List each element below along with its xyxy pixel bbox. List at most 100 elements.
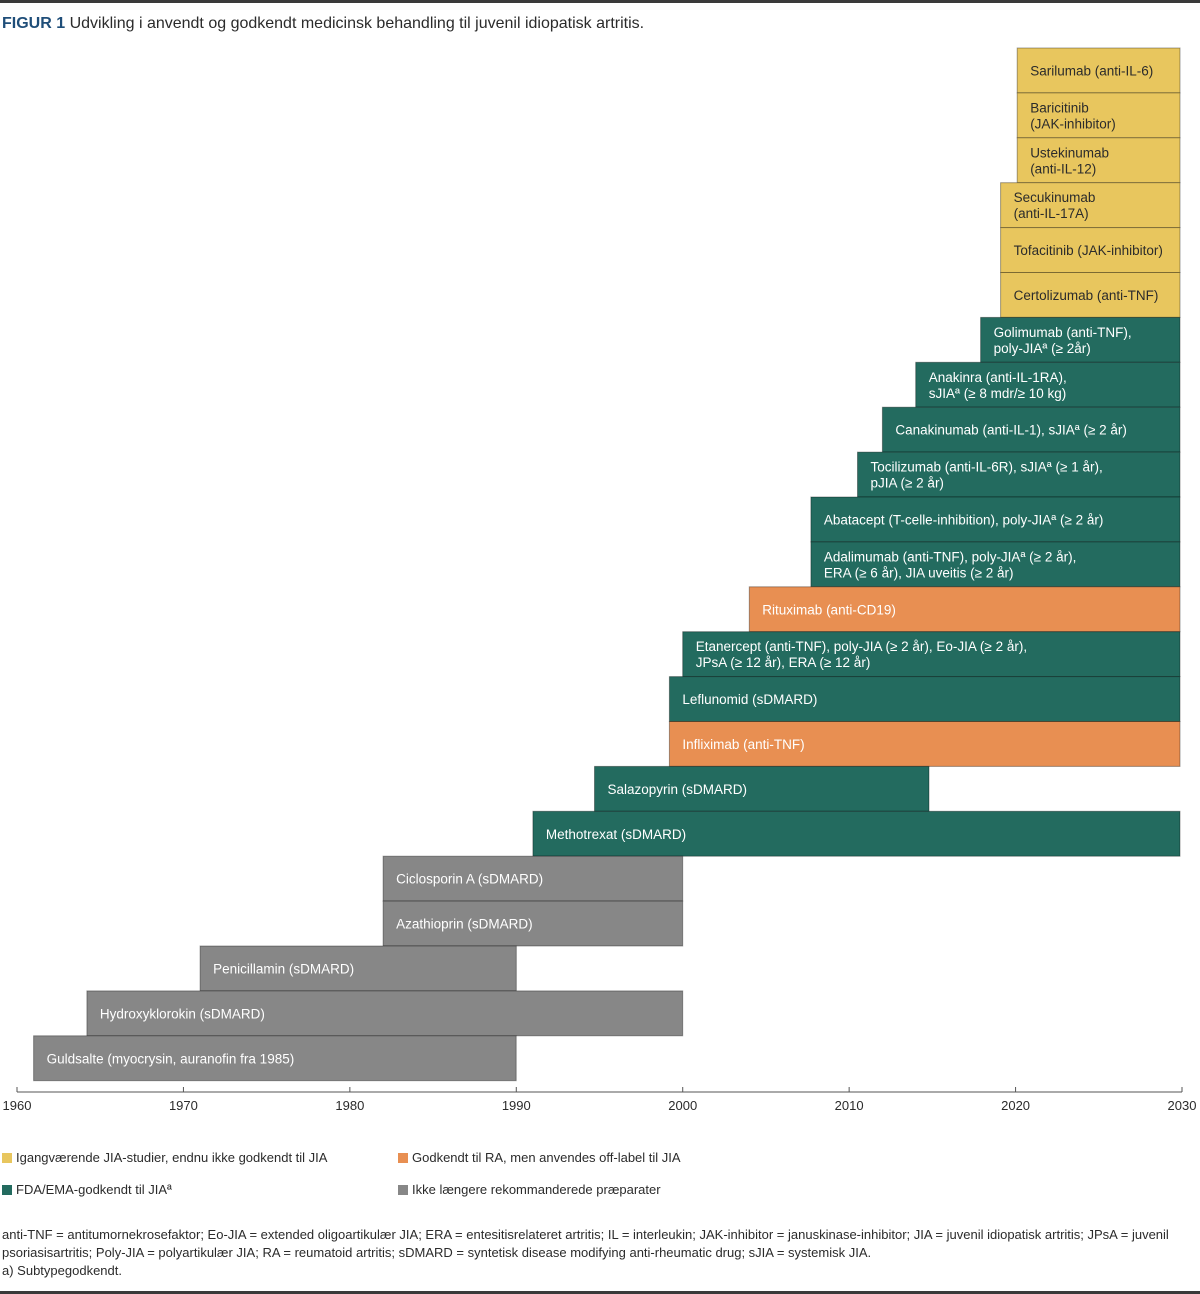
bar-label: Azathioprin (sDMARD) [396,917,533,932]
bar-offlabel [668,721,1181,767]
bar-label: Canakinumab (anti-IL-1), sJIAª (≥ 2 år) [895,423,1126,438]
legend-swatch-offlabel [398,1152,408,1163]
legend-item-ongoing: Igangværende JIA-studier, endnu ikke god… [2,1150,327,1165]
legend-item-obsolete: Ikke længere rekommanderede præparater [398,1182,661,1197]
legend-label: FDA/EMA-godkendt til JIAª [16,1182,172,1197]
figure-label: FIGUR 1 [2,15,66,32]
bar-label: (anti-IL-12) [1030,161,1096,176]
bar-group: Rituximab (anti-CD19) [748,586,1181,633]
bar-label: Golimumab (anti-TNF), [994,325,1132,340]
bar-obsolete [199,945,517,992]
figure-caption: Udvikling i anvendt og godkendt medicins… [69,15,645,32]
legend-swatch-approved [2,1184,12,1195]
bar-group: Infliximab (anti-TNF) [668,721,1181,767]
bar-group: Guldsalte (myocrysin, auranofin fra 1985… [33,1035,517,1082]
bar-label: Rituximab (anti-CD19) [762,602,896,617]
bar-label: Salazopyrin (sDMARD) [608,782,748,797]
bar-group: Baricitinib(JAK-inhibitor) [1016,92,1181,139]
bar-label: Anakinra (anti-IL-1RA), [929,370,1067,385]
bar-group: Adalimumab (anti-TNF), poly-JIAª (≥ 2 år… [810,541,1181,588]
bar-approved [532,810,1181,857]
bar-group: Ustekinumab(anti-IL-12) [1016,137,1181,184]
bottom-rule [0,1291,1200,1294]
bar-approved [857,451,1181,498]
bar-approved [810,496,1181,543]
bar-label: Methotrexat (sDMARD) [546,827,686,842]
x-axis: 1960 1970 1980 1990 2000 2010 2020 2030 [3,1087,1197,1113]
bar-group: Methotrexat (sDMARD) [532,810,1181,857]
bar-label: Baricitinib [1030,100,1089,115]
bar-label: Ciclosporin A (sDMARD) [396,872,543,887]
bar-approved [594,765,930,812]
bar-label: sJIAª (≥ 8 mdr/≥ 10 kg) [929,386,1067,401]
legend: Igangværende JIA-studier, endnu ikke god… [0,1150,1200,1210]
bar-ongoing [1016,47,1181,94]
x-tick-label: 1990 [502,1098,531,1113]
bar-approved [682,631,1181,678]
bar-approved [810,541,1181,588]
x-tick-label: 2020 [1001,1098,1030,1113]
bar-group: Tocilizumab (anti-IL-6R), sJIAª (≥ 1 år)… [857,451,1181,498]
bar-label: Leflunomid (sDMARD) [682,692,817,707]
bar-approved [915,361,1181,408]
legend-item-approved: FDA/EMA-godkendt til JIAª [2,1182,172,1197]
bar-label: Hydroxyklorokin (sDMARD) [100,1006,265,1021]
bar-label: Penicillamin (sDMARD) [213,962,354,977]
bar-group: Azathioprin (sDMARD) [382,900,684,947]
bar-group: Secukinumab(anti-IL-17A) [1000,182,1181,229]
x-tick-label: 2010 [835,1098,864,1113]
bar-label: JPsA (≥ 12 år), ERA (≥ 12 år) [696,655,871,670]
bar-label: (JAK-inhibitor) [1030,116,1116,131]
bar-obsolete [33,1035,517,1082]
bar-label: Etanercept (anti-TNF), poly-JIA (≥ 2 år)… [696,639,1027,654]
bar-label: pJIA (≥ 2 år) [871,476,944,491]
x-tick-label: 2000 [668,1098,697,1113]
bar-label: (anti-IL-17A) [1014,206,1089,221]
bar-group: Sarilumab (anti-IL-6) [1016,47,1181,94]
bar-group: Golimumab (anti-TNF),poly-JIAª (≥ 2år) [980,316,1181,363]
figure-title: FIGUR 1 Udvikling i anvendt og godkendt … [2,15,644,33]
bar-label: poly-JIAª (≥ 2år) [994,341,1091,356]
abbreviations-note: anti-TNF = antitumornekrosefaktor; Eo-JI… [2,1227,1169,1260]
legend-swatch-ongoing [2,1152,12,1163]
bar-group: Canakinumab (anti-IL-1), sJIAª (≥ 2 år) [881,406,1181,453]
bar-ongoing [1000,272,1181,318]
x-tick-label: 1960 [3,1098,32,1113]
bar-label: Abatacept (T-celle-inhibition), poly-JIA… [824,512,1104,527]
top-rule [0,0,1200,3]
timeline-chart: Sarilumab (anti-IL-6) Baricitinib(JAK-inh… [3,47,1197,1113]
bar-obsolete [86,990,684,1037]
figure-notes: anti-TNF = antitumornekrosefaktor; Eo-JI… [2,1226,1197,1280]
bar-group: Anakinra (anti-IL-1RA),sJIAª (≥ 8 mdr/≥ … [915,361,1181,408]
bar-label: Guldsalte (myocrysin, auranofin fra 1985… [47,1051,295,1066]
bar-group: Etanercept (anti-TNF), poly-JIA (≥ 2 år)… [682,631,1181,678]
bar-group: Salazopyrin (sDMARD) [594,765,930,812]
legend-swatch-obsolete [398,1184,408,1195]
bar-group: Abatacept (T-celle-inhibition), poly-JIA… [810,496,1181,543]
bar-label: Tofacitinib (JAK-inhibitor) [1014,243,1163,258]
legend-item-offlabel: Godkendt til RA, men anvendes off-label … [398,1150,681,1165]
bar-approved [668,676,1181,722]
bar-group: Certolizumab (anti-TNF) [1000,272,1181,318]
legend-label: Ikke længere rekommanderede præparater [412,1182,661,1197]
bar-label: Infliximab (anti-TNF) [682,737,804,752]
legend-label: Godkendt til RA, men anvendes off-label … [412,1150,681,1165]
bar-ongoing [1000,182,1181,229]
legend-label: Igangværende JIA-studier, endnu ikke god… [16,1150,328,1165]
x-tick-label: 1970 [169,1098,198,1113]
bar-group: Hydroxyklorokin (sDMARD) [86,990,684,1037]
bar-label: Sarilumab (anti-IL-6) [1030,64,1153,79]
bar-group: Tofacitinib (JAK-inhibitor) [1000,227,1181,274]
bar-obsolete [382,900,684,947]
bar-obsolete [382,855,684,902]
bar-label: ERA (≥ 6 år), JIA uveitis (≥ 2 år) [824,565,1014,580]
bar-label: Secukinumab [1014,190,1096,205]
footnote: a) Subtypegodkendt. [2,1263,122,1278]
bar-group: Leflunomid (sDMARD) [668,676,1181,722]
bar-ongoing [1016,137,1181,184]
bar-label: Ustekinumab [1030,145,1109,160]
bar-ongoing [1016,92,1181,139]
x-tick-label: 2030 [1168,1098,1197,1113]
bars-layer: Sarilumab (anti-IL-6) Baricitinib(JAK-inh… [33,47,1181,1082]
x-tick-label: 1980 [335,1098,364,1113]
